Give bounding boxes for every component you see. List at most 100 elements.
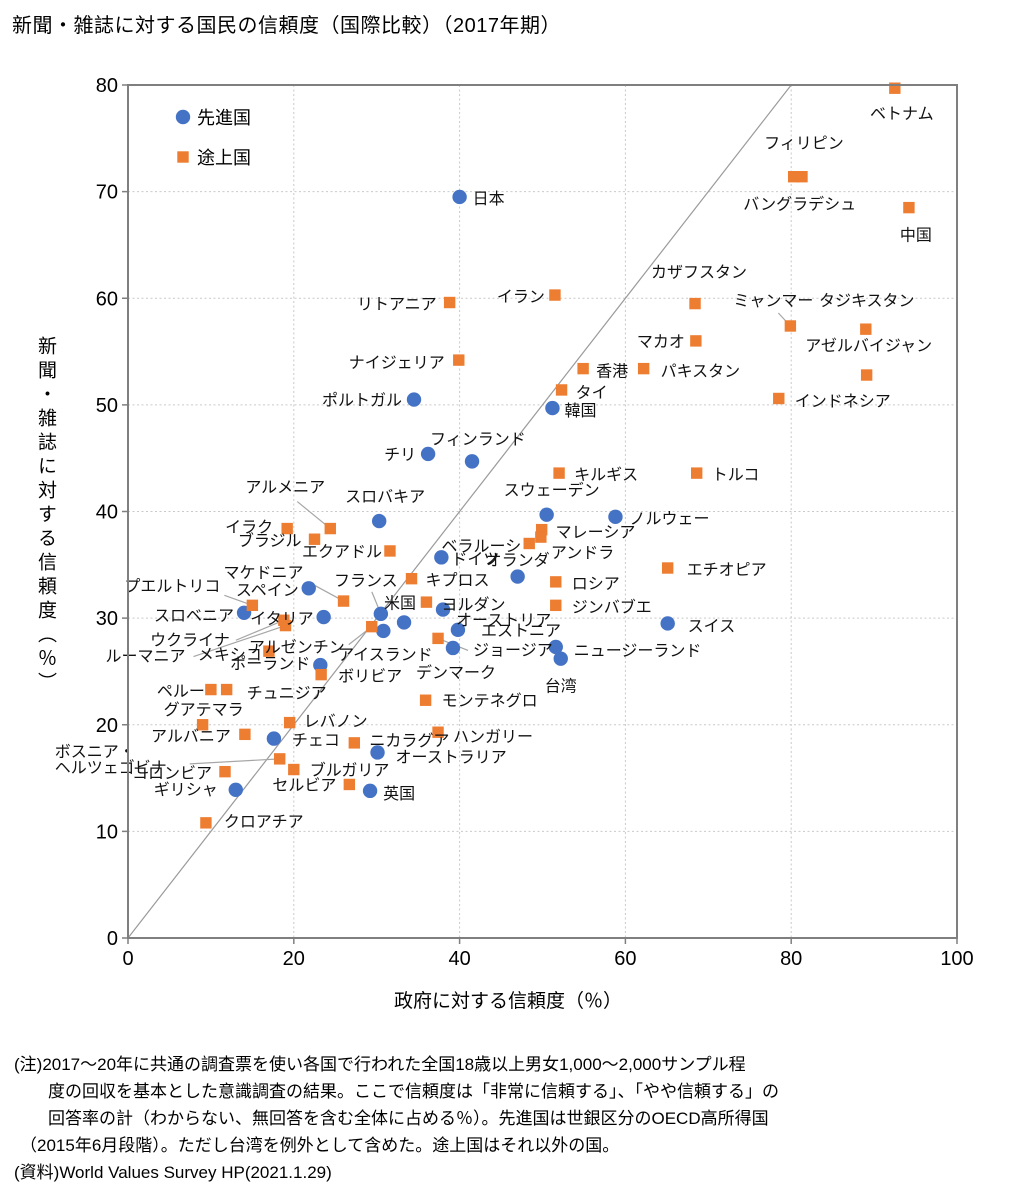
- y-tick-label: 40: [96, 502, 118, 524]
- y-axis-title: 新聞・雑誌に対する信頼度（％）: [35, 336, 56, 696]
- data-point-label: カザフスタン: [651, 264, 747, 282]
- legend-marker-circle: [175, 109, 191, 125]
- data-point-label: モンテネグロ: [442, 692, 538, 710]
- data-point-label: アルメニア: [245, 480, 325, 497]
- data-point-square: [443, 296, 456, 309]
- data-point-label: リトアニア: [357, 297, 437, 314]
- data-point-label: 台湾: [545, 678, 577, 696]
- data-point-square: [577, 362, 589, 375]
- data-point-square: [219, 765, 231, 778]
- data-point-square: [288, 763, 300, 776]
- data-point-square: [535, 523, 548, 536]
- data-point-label: メキシコ: [198, 647, 262, 664]
- data-point-circle: [435, 602, 451, 617]
- data-point-label: エチオピア: [687, 562, 767, 579]
- x-tick-label: 100: [940, 948, 973, 970]
- data-point-label: バングラデシュ: [743, 195, 856, 214]
- data-point-label: オランダ: [486, 552, 550, 570]
- data-point-square: [315, 668, 327, 681]
- data-point-label: タイ: [576, 384, 608, 402]
- data-point-circle: [373, 606, 389, 622]
- data-point-label: ノルウェー: [629, 510, 709, 528]
- data-point-label: ポルトガル: [322, 392, 402, 410]
- data-point-square: [308, 533, 321, 545]
- note-line: (注)2017～20年に共通の調査票を使い各国で行われた全国18歳以上男女1,0…: [14, 1055, 746, 1074]
- data-point-square: [550, 599, 562, 612]
- data-point-circle: [450, 622, 466, 638]
- data-point-label: イラク: [225, 519, 273, 537]
- data-point-square: [535, 531, 547, 543]
- note-line: 度の回収を基本とした意識調査の結果。ここで信頼度は「非常に信頼する」、「やや信頼…: [48, 1082, 779, 1101]
- data-point-circle: [660, 616, 675, 631]
- data-point-circle: [452, 189, 467, 205]
- data-point-label: フィンランド: [430, 431, 526, 448]
- data-point-circle: [420, 446, 436, 462]
- data-point-square: [553, 467, 565, 479]
- data-point-square: [860, 323, 872, 335]
- data-point-circle: [608, 509, 623, 525]
- data-point-square: [419, 694, 432, 706]
- data-point-label: ニュージーランド: [574, 643, 702, 660]
- y-tick-label: 0: [107, 928, 118, 950]
- data-point-label: エクアドル: [302, 543, 382, 561]
- data-point-label: セルビア: [272, 776, 336, 794]
- data-point-label: アルバニア: [151, 728, 231, 745]
- data-point-square: [773, 392, 785, 405]
- data-point-square: [337, 595, 350, 607]
- data-point-square: [453, 354, 465, 366]
- data-point-label: パキスタン: [661, 363, 741, 381]
- data-point-label: チリ: [384, 447, 416, 464]
- data-point-label: フランス: [334, 573, 398, 590]
- data-point-label: ジンバブエ: [572, 597, 652, 616]
- data-point-label: ブルガリア: [310, 761, 390, 780]
- data-point-circle: [376, 623, 391, 639]
- data-point-label: 韓国: [564, 402, 596, 420]
- y-tick-label: 30: [96, 608, 118, 630]
- data-point-label: スロバキア: [345, 489, 425, 506]
- data-point-label: ボスニア・ヘルツェゴビナ: [55, 743, 167, 777]
- data-point-label: フィリピン: [764, 136, 844, 153]
- legend-label: 先進国: [197, 108, 251, 128]
- data-point-circle: [371, 513, 387, 529]
- data-point-label: スペイン: [236, 582, 299, 599]
- data-point-square: [196, 719, 209, 731]
- data-point-circle: [396, 615, 412, 630]
- label-leader-line: [193, 625, 286, 658]
- note-line: 回答率の計（わからない、無回答を含む全体に占める％）。先進国は世銀区分のOECD…: [48, 1109, 769, 1128]
- data-point-circle: [539, 507, 554, 522]
- data-point-label: 米国: [384, 594, 416, 612]
- data-point-square: [263, 645, 275, 657]
- data-point-label: キルギス: [574, 466, 638, 484]
- data-point-square: [661, 562, 674, 574]
- data-point-circle: [553, 651, 568, 666]
- data-point-square: [796, 170, 808, 183]
- data-point-square: [523, 537, 535, 550]
- data-point-circle: [362, 783, 378, 799]
- data-point-label: ボリビア: [338, 668, 402, 686]
- data-point-label: アルゼンチン: [249, 639, 345, 657]
- data-point-circle: [510, 569, 525, 584]
- data-point-square: [205, 683, 217, 696]
- data-point-label: ブラジル: [238, 531, 302, 550]
- data-point-circle: [434, 550, 449, 565]
- data-point-label: オーストラリア: [396, 749, 507, 766]
- data-point-label: ドイツ: [451, 551, 499, 568]
- label-leader-line: [235, 619, 285, 641]
- data-point-circle: [445, 640, 461, 656]
- x-tick-label: 40: [448, 948, 470, 970]
- data-point-square: [343, 778, 356, 791]
- data-point-square: [787, 170, 800, 183]
- data-point-label: マレーシア: [556, 525, 636, 542]
- data-point-square: [432, 632, 444, 645]
- data-point-label: グアテマラ: [164, 701, 244, 719]
- data-point-square: [889, 82, 901, 94]
- data-point-square: [405, 572, 418, 585]
- data-point-square: [689, 297, 701, 310]
- data-point-label: 日本: [473, 190, 505, 208]
- data-point-square: [637, 362, 650, 375]
- y-tick-label: 60: [96, 288, 118, 310]
- data-point-label: ロシア: [572, 576, 620, 593]
- data-point-label: ミャンマー: [733, 293, 813, 310]
- data-point-label: ルーマニア: [105, 649, 185, 666]
